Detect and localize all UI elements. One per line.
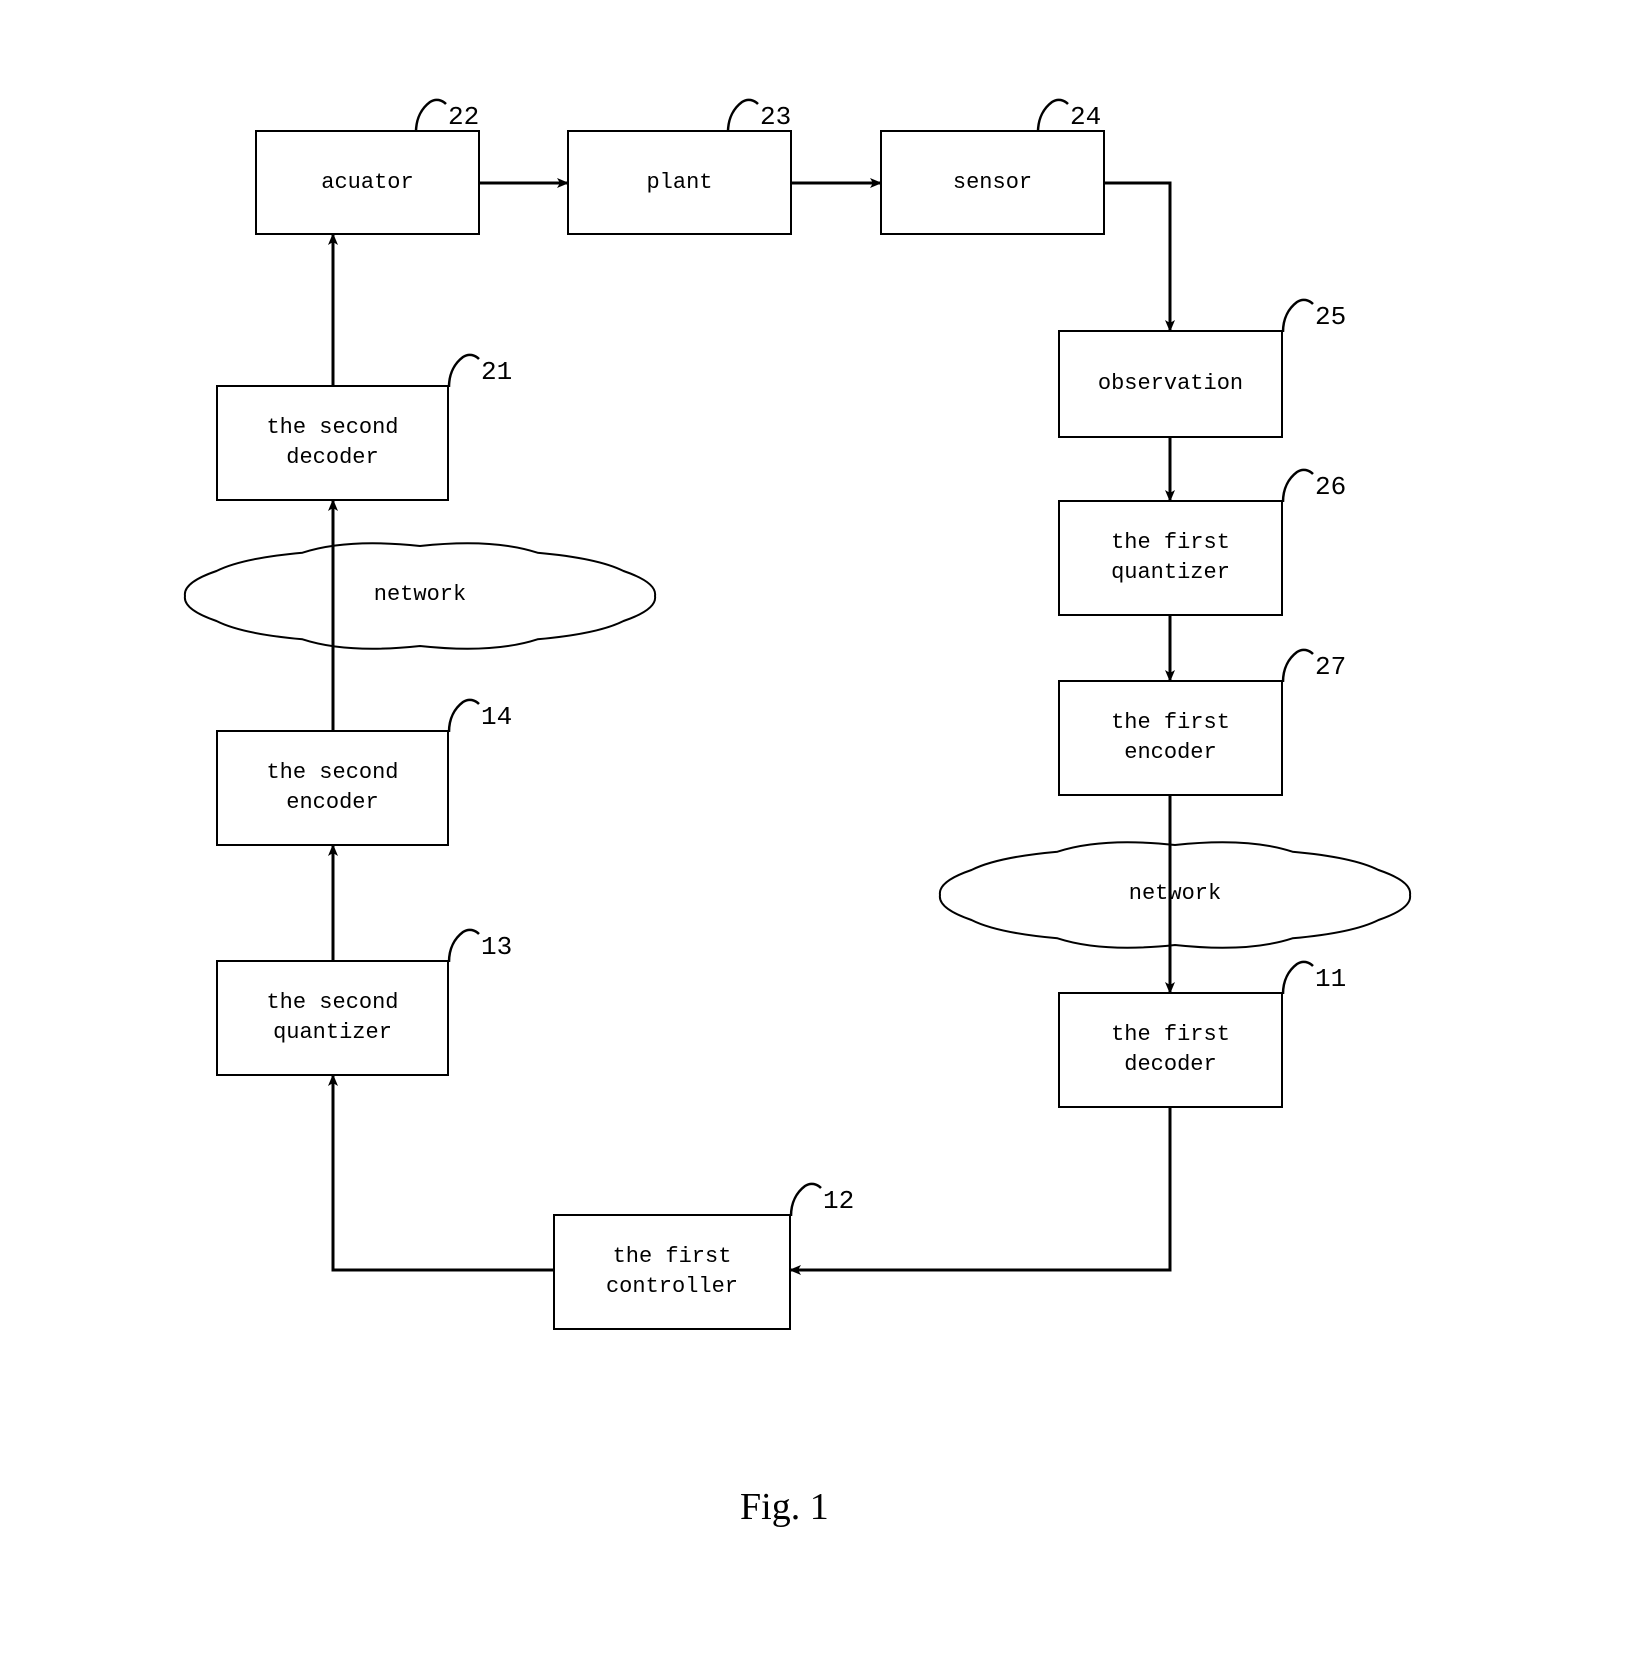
- node-n21: the second decoder: [216, 385, 449, 501]
- ref-label-n23: 23: [760, 102, 791, 132]
- ref-label-n11: 11: [1315, 964, 1346, 994]
- node-n24: sensor: [880, 130, 1105, 235]
- ref-label-n26: 26: [1315, 472, 1346, 502]
- diagram-canvas: Fig. 1 acuator plant sensor observation the …: [0, 0, 1631, 1661]
- cloud-label-cloud1: network: [370, 582, 470, 607]
- node-n14: the second encoder: [216, 730, 449, 846]
- ref-label-n24: 24: [1070, 102, 1101, 132]
- ref-label-n27: 27: [1315, 652, 1346, 682]
- ref-hook-n24: [1038, 100, 1068, 132]
- ref-hook-n27: [1283, 650, 1313, 682]
- ref-hook-n25: [1283, 300, 1313, 332]
- ref-hook-n13: [449, 930, 479, 962]
- edge-n12-n13: [333, 1076, 553, 1270]
- ref-hook-n26: [1283, 470, 1313, 502]
- figure-caption: Fig. 1: [740, 1485, 829, 1529]
- ref-hook-n23: [728, 100, 758, 132]
- ref-label-n21: 21: [481, 357, 512, 387]
- ref-hook-n22: [416, 100, 446, 132]
- node-n26: the first quantizer: [1058, 500, 1283, 616]
- node-n22: acuator: [255, 130, 480, 235]
- node-n27: the first encoder: [1058, 680, 1283, 796]
- edge-n24-n25: [1105, 183, 1170, 330]
- ref-hook-n14: [449, 700, 479, 732]
- ref-label-n12: 12: [823, 1186, 854, 1216]
- node-n25: observation: [1058, 330, 1283, 438]
- ref-hook-n12: [791, 1184, 821, 1216]
- node-n13: the second quantizer: [216, 960, 449, 1076]
- ref-label-n13: 13: [481, 932, 512, 962]
- node-n23: plant: [567, 130, 792, 235]
- ref-label-n22: 22: [448, 102, 479, 132]
- ref-label-n25: 25: [1315, 302, 1346, 332]
- node-n11: the first decoder: [1058, 992, 1283, 1108]
- ref-hook-n11: [1283, 962, 1313, 994]
- cloud-label-cloud2: network: [1125, 881, 1225, 906]
- ref-hook-n21: [449, 355, 479, 387]
- ref-label-n14: 14: [481, 702, 512, 732]
- node-n12: the first controller: [553, 1214, 791, 1330]
